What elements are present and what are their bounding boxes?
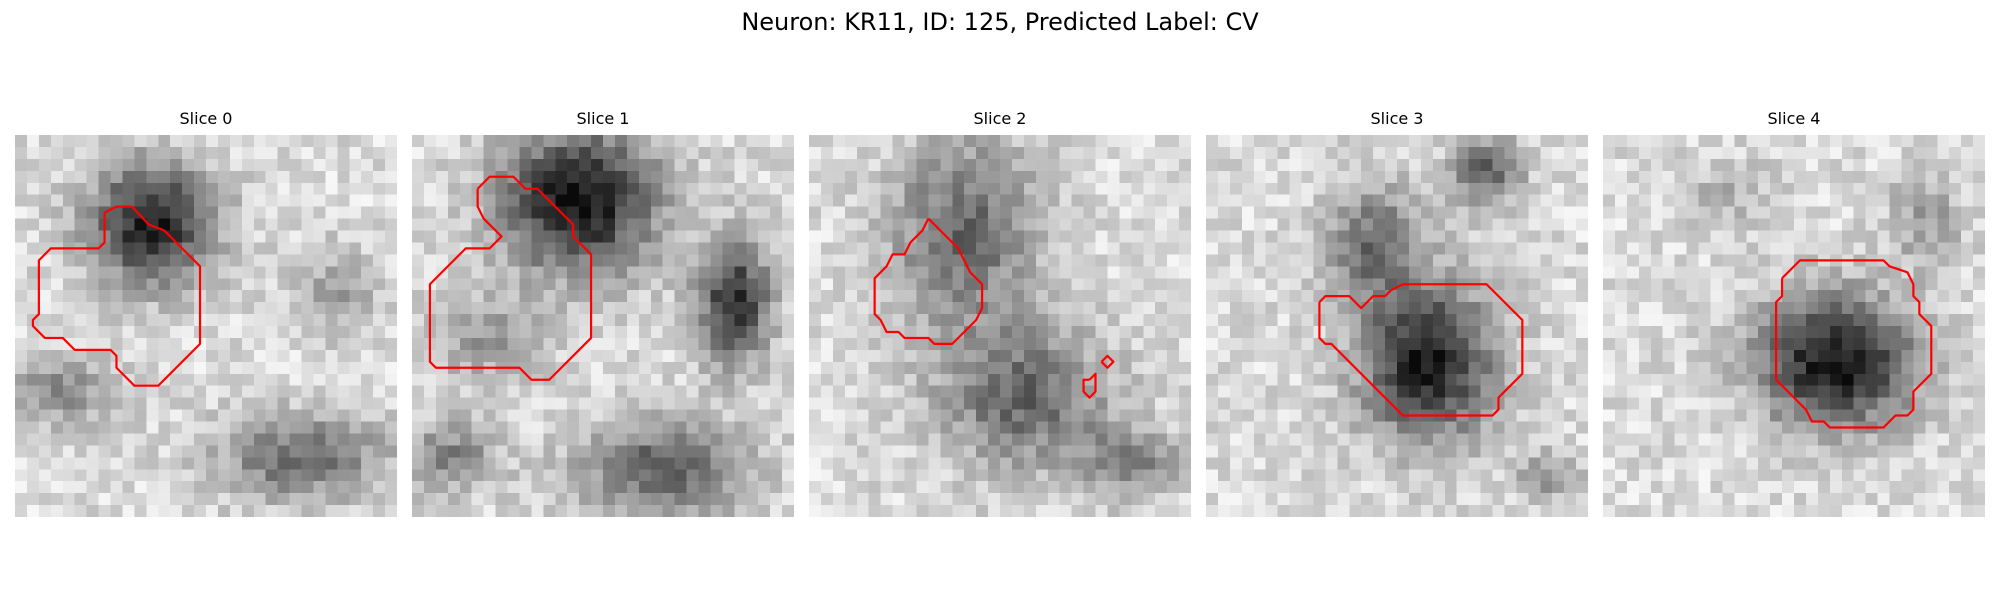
panel-title-slice-2: Slice 2 <box>973 109 1027 128</box>
contour-outline <box>1084 374 1096 398</box>
contour-outline <box>430 177 591 380</box>
pixel-grid <box>15 135 397 517</box>
slice-0-image <box>15 135 397 517</box>
panel-title-slice-1: Slice 1 <box>576 109 630 128</box>
slice-1-image <box>412 135 794 517</box>
pixel-grid <box>809 135 1191 517</box>
pixel-grid <box>1206 135 1588 517</box>
contour-outline <box>33 207 200 386</box>
slice-3-image-panel <box>1206 135 1588 517</box>
panel-title-slice-4: Slice 4 <box>1767 109 1821 128</box>
slice-4-image <box>1603 135 1985 517</box>
contour-outline <box>1101 356 1113 368</box>
contour-outline <box>1319 284 1522 415</box>
pixel-grid <box>412 135 794 517</box>
panel-title-slice-0: Slice 0 <box>179 109 233 128</box>
panel-title-slice-3: Slice 3 <box>1370 109 1424 128</box>
slice-4-image-panel <box>1603 135 1985 517</box>
slice-2-image <box>809 135 1191 517</box>
contour-outline <box>875 219 982 344</box>
slice-1-image-panel <box>412 135 794 517</box>
slice-3-image <box>1206 135 1588 517</box>
pixel-grid <box>1603 135 1985 517</box>
slice-2-image-panel <box>809 135 1191 517</box>
figure-title: Neuron: KR11, ID: 125, Predicted Label: … <box>741 8 1259 36</box>
contour-outline <box>1776 260 1931 427</box>
slice-0-image-panel <box>15 135 397 517</box>
